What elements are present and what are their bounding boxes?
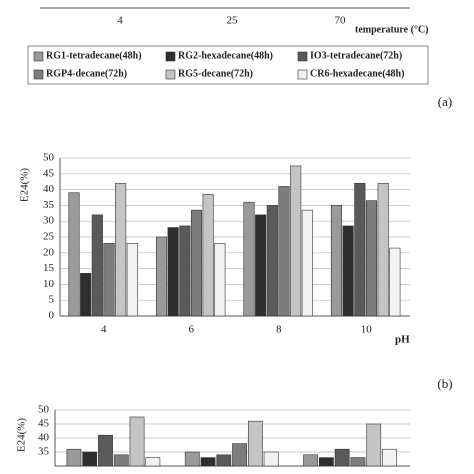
bar <box>91 214 103 317</box>
bar <box>278 186 290 317</box>
bar <box>334 448 350 467</box>
y-tick-label: 15 <box>43 262 55 274</box>
y-tick-label: 50 <box>43 152 55 164</box>
bar <box>103 243 115 317</box>
x-tick-label: 25 <box>227 15 239 27</box>
x-tick-label: 6 <box>189 324 195 336</box>
bar <box>167 227 179 317</box>
bar <box>330 205 343 317</box>
x-tick-label: 4 <box>101 324 107 336</box>
x-tick-label: 8 <box>276 324 282 336</box>
bar <box>342 225 354 317</box>
y-tick-label: 50 <box>38 404 50 416</box>
legend-label: CR6-hexadecane(48h) <box>310 68 404 79</box>
y-tick-label: 35 <box>43 199 55 211</box>
bar <box>115 182 127 317</box>
x-tick-label: 10 <box>361 324 373 336</box>
legend-swatch <box>165 69 176 80</box>
y-axis-title: E24(%) <box>19 168 31 203</box>
y-tick-label: 25 <box>43 231 55 243</box>
x-axis-title: temperature (°C) <box>355 24 429 35</box>
y-tick-label: 40 <box>38 432 50 444</box>
bar <box>365 200 378 317</box>
bar <box>66 448 82 467</box>
bar <box>145 457 161 467</box>
legend-label: RG2-hexadecane(48h) <box>178 50 273 61</box>
y-tick-label: 30 <box>43 215 55 227</box>
y-tick-label: 45 <box>43 167 55 179</box>
bar <box>318 457 334 467</box>
bar <box>68 192 80 317</box>
bar <box>202 194 214 317</box>
bar <box>184 451 200 467</box>
legend-swatch <box>297 51 308 62</box>
bar <box>98 434 113 467</box>
legend-swatch <box>33 69 44 80</box>
legend-swatch <box>165 51 176 62</box>
legend-box <box>27 45 429 85</box>
bar <box>263 451 279 467</box>
legend: RG1-tetradecane(48h) RG2-hexadecane(48h) I… <box>33 50 404 80</box>
y-axis-title: E24(%) <box>16 418 28 453</box>
y-tick-label: 20 <box>43 246 55 258</box>
bar <box>350 457 366 467</box>
legend-label: RGP4-decane(72h) <box>46 68 127 79</box>
bar <box>232 443 247 467</box>
bar <box>366 423 382 467</box>
bar <box>301 209 313 317</box>
bar <box>179 225 191 317</box>
bar <box>377 182 389 317</box>
bar <box>155 236 168 317</box>
panel-label: (b) <box>437 376 452 391</box>
bar <box>214 243 226 317</box>
legend-label: RG1-tetradecane(48h) <box>46 50 142 61</box>
y-tick-label: 35 <box>38 446 50 458</box>
legend-label: RG5-decane(72h) <box>178 68 253 79</box>
bar <box>113 454 129 467</box>
bar <box>266 205 278 317</box>
bar <box>80 273 92 317</box>
bar <box>255 214 267 317</box>
legend-label: IO3-tetradecane(72h) <box>310 50 402 61</box>
bar <box>126 243 138 317</box>
y-tick-label: 40 <box>43 183 55 195</box>
x-tick-label: 70 <box>335 15 347 27</box>
x-axis-title: pH <box>395 334 410 346</box>
bar <box>190 209 203 317</box>
y-tick-label: 0 <box>49 310 55 322</box>
bar <box>129 416 145 467</box>
bar <box>247 420 263 467</box>
bar <box>216 454 232 467</box>
x-tick-label: 4 <box>117 15 123 27</box>
bar <box>303 454 318 467</box>
legend-swatch <box>33 51 44 62</box>
bar <box>200 457 216 467</box>
bar <box>290 165 302 317</box>
bar <box>382 448 397 467</box>
bar <box>243 201 255 317</box>
bar <box>82 451 98 467</box>
y-tick-label: 45 <box>38 418 50 430</box>
bar <box>354 182 366 317</box>
panel-label: (a) <box>438 94 452 109</box>
y-tick-label: 5 <box>49 294 55 306</box>
bar <box>389 247 401 317</box>
y-tick-label: 10 <box>43 278 55 290</box>
legend-swatch <box>297 69 308 80</box>
